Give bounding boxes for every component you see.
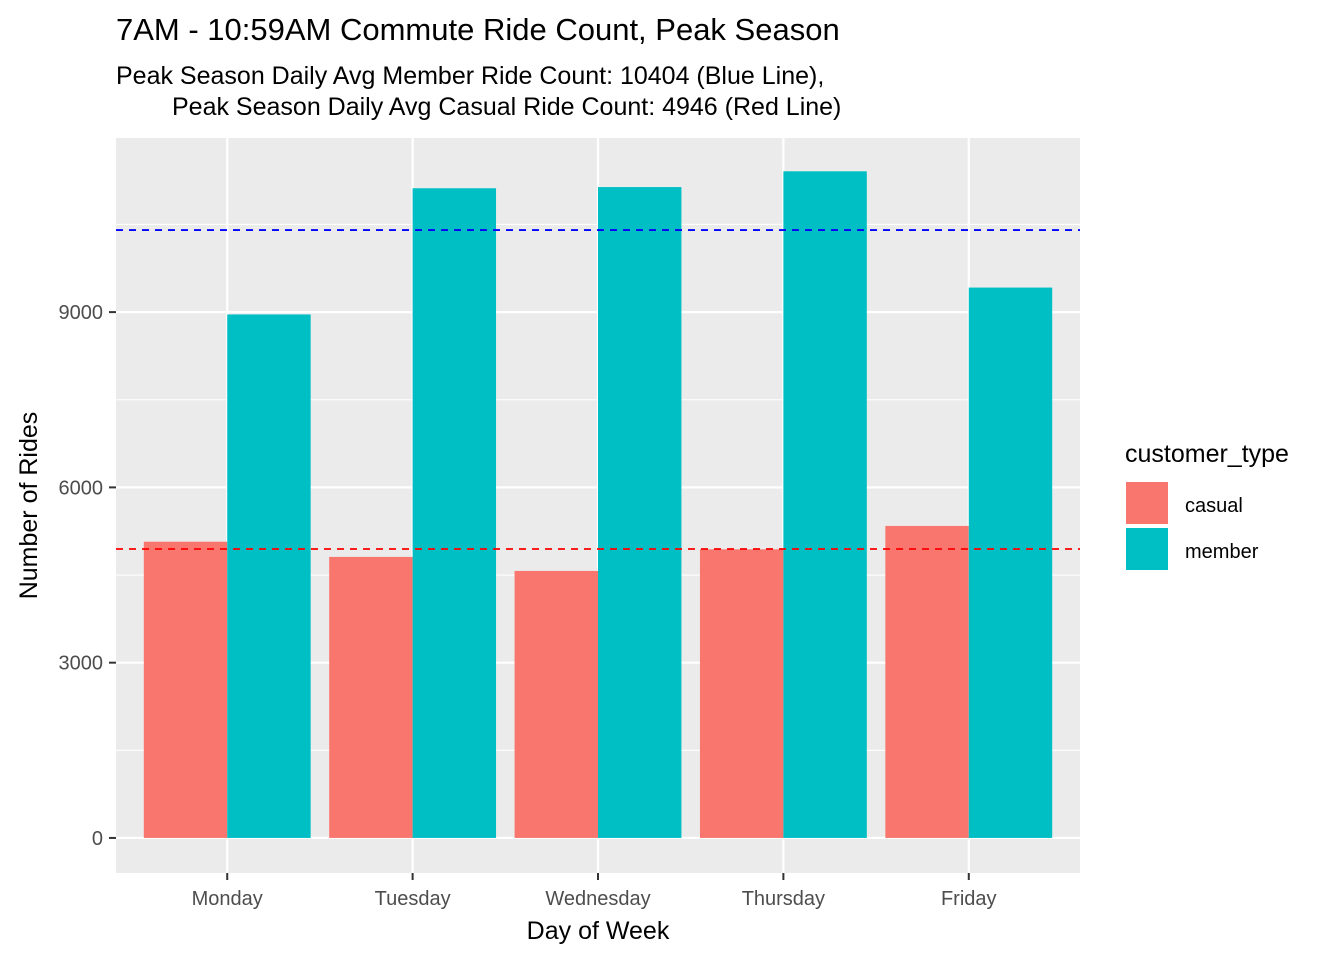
chart-title: 7AM - 10:59AM Commute Ride Count, Peak S… [116,12,840,47]
x-tick-label-monday: Monday [192,888,263,910]
axes: 0 3000 6000 9000 Monday Tuesday Wednesday Thurs… [59,302,997,910]
bar-member-friday [968,287,1053,838]
reference-lines [116,229,1080,550]
y-tick-label: 0 [92,828,103,850]
x-tick-label-thursday: Thursday [742,888,825,910]
legend-title: customer_type [1125,440,1289,468]
chart-subtitle-line-1: Peak Season Daily Avg Member Ride Count:… [116,62,824,90]
legend-key-casual [1126,482,1168,524]
bar-casual-thursday [699,549,784,838]
bar-member-monday [227,314,311,838]
bars [143,171,1053,838]
bar-casual-monday [143,541,228,838]
y-tick-label: 3000 [59,653,104,675]
x-tick-label-tuesday: Tuesday [375,888,451,910]
y-axis-title: Number of Rides [15,412,43,600]
bar-member-wednesday [598,187,682,838]
legend: customer_type casual member [1125,440,1289,570]
legend-label-member: member [1185,541,1259,563]
x-tick-label-wednesday: Wednesday [545,888,650,910]
chart-subtitle-line-2: Peak Season Daily Avg Casual Ride Count:… [172,93,841,121]
bar-casual-friday [885,525,969,838]
y-tick-label: 6000 [59,477,104,499]
x-tick-label-friday: Friday [941,888,997,910]
bar-casual-tuesday [329,556,413,838]
bar-casual-wednesday [514,570,598,838]
bar-member-thursday [783,171,867,838]
bar-member-tuesday [412,188,497,838]
x-axis-title: Day of Week [527,917,670,945]
y-tick-label: 9000 [59,302,104,324]
legend-key-member [1126,528,1168,570]
legend-label-casual: casual [1185,495,1243,517]
